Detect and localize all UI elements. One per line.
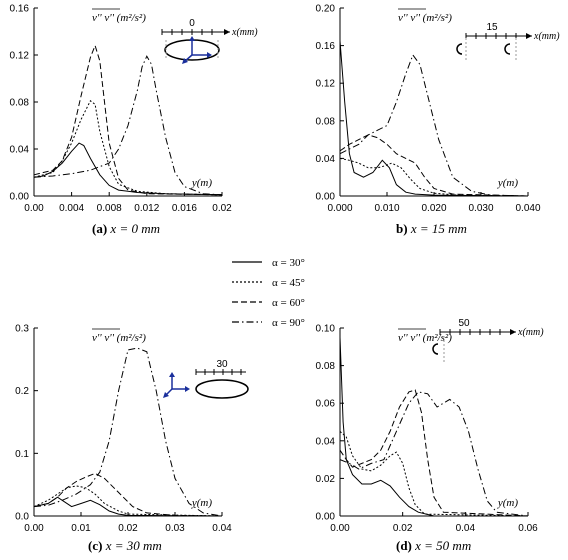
y-tick-label: 0.00 [316, 192, 336, 203]
chart-panel-c: 0.00 0.01 0.02 0.03 0.04 0.0 0.1 0.2 0.3 v'' v'' … [15, 324, 249, 553]
y-tick-label: 0.08 [316, 116, 336, 127]
y-tick-label: 0.0 [15, 512, 29, 523]
x-axis-label: y(m) [497, 177, 518, 189]
y-tick-label: 0.12 [316, 79, 336, 90]
y-axis-label: v'' v'' (m²/s²) [92, 12, 146, 24]
x-tick-label: 0.02 [212, 203, 232, 214]
legend-label: α = 60° [272, 297, 305, 309]
y-axis-label: v'' v'' (m²/s²) [398, 12, 452, 24]
series-line-dash [33, 472, 223, 517]
series-line-dot [33, 485, 223, 517]
y-axis-label: v'' v'' (m²/s²) [398, 332, 452, 344]
x-tick-label: 0.012 [134, 203, 159, 214]
chart-panel-a: 0.00 0.004 0.008 0.012 0.016 0.02 0.00 0.04 0.08… [10, 4, 259, 237]
series-line-dash [339, 389, 529, 517]
y-tick-label: 0.02 [316, 474, 336, 485]
inset-schematic: 50 x(mm) [432, 318, 544, 362]
x-tick-label: 0.004 [59, 203, 84, 214]
y-tick-label: 0.08 [316, 361, 336, 372]
y-tick-label: 0.00 [10, 192, 30, 203]
y-tick-label: 0.08 [10, 98, 30, 109]
x-tick-label: 0.04 [212, 523, 232, 534]
x-tick-label: 0.010 [374, 203, 399, 214]
x-tick-label: 0.03 [165, 523, 185, 534]
x-tick-label: 0.016 [172, 203, 197, 214]
svg-text:x(mm): x(mm) [517, 327, 544, 338]
y-tick-label: 0.04 [316, 436, 336, 447]
y-tick-label: 0.04 [316, 154, 336, 165]
legend: α = 30° α = 45° α = 60° α = 90° [232, 257, 305, 329]
x-axis-label: y(m) [497, 497, 518, 509]
y-tick-label: 0.20 [316, 4, 336, 15]
series-line-dashdot [339, 53, 529, 197]
series-line-solid [33, 142, 223, 196]
panel-caption: (a) x = 0 mm [92, 221, 160, 236]
x-tick-label: 0.02 [393, 523, 413, 534]
y-tick-label: 0.2 [15, 386, 29, 397]
y-tick-label: 0.06 [316, 399, 336, 410]
series-line-dash [339, 134, 529, 197]
chart-panel-b: 0.000 0.010 0.020 0.030 0.040 0.00 0.04 0.08 0.1… [316, 4, 561, 237]
series-line-dashdot [33, 55, 223, 196]
legend-label: α = 30° [272, 257, 305, 269]
y-tick-label: 0.10 [316, 324, 336, 335]
x-tick-label: 0.040 [515, 203, 540, 214]
panel-caption: (d) x = 50 mm [396, 538, 471, 553]
svg-text:0: 0 [189, 18, 195, 29]
x-axis-label: y(m) [191, 177, 212, 189]
svg-text:x(mm): x(mm) [533, 31, 560, 42]
y-tick-label: 0.16 [316, 41, 336, 52]
svg-text:15: 15 [486, 22, 498, 33]
x-tick-label: 0.030 [468, 203, 493, 214]
series-line-dashdot [339, 391, 529, 517]
x-tick-label: 0.000 [327, 203, 352, 214]
series-line-dashdot [33, 347, 223, 517]
x-axis-label: y(m) [191, 497, 212, 509]
svg-text:50: 50 [458, 318, 470, 329]
y-tick-label: 0.12 [10, 51, 30, 62]
panel-caption: (c) x = 30 mm [88, 538, 162, 553]
series-line-solid [339, 337, 528, 517]
inset-schematic: 30 [163, 359, 249, 399]
panel-caption: b) x = 15 mm [396, 221, 467, 236]
y-tick-label: 0.16 [10, 4, 30, 15]
inset-schematic: 15 x(mm) [456, 22, 560, 62]
series-line-dot [339, 431, 529, 517]
x-tick-label: 0.008 [97, 203, 122, 214]
series-line-dash [33, 44, 223, 196]
x-tick-label: 0.00 [330, 523, 350, 534]
y-tick-label: 0.04 [10, 145, 30, 156]
y-tick-label: 0.00 [316, 512, 336, 523]
svg-text:x(mm): x(mm) [231, 27, 258, 38]
legend-label: α = 45° [272, 277, 305, 289]
inset-schematic: 0 x(mm) [161, 18, 258, 64]
series-line-solid [339, 40, 529, 197]
x-tick-label: 0.01 [71, 523, 91, 534]
y-tick-label: 0.1 [15, 449, 29, 460]
x-tick-label: 0.00 [24, 523, 44, 534]
y-axis-label: v'' v'' (m²/s²) [92, 332, 146, 344]
x-tick-label: 0.020 [421, 203, 446, 214]
x-tick-label: 0.06 [518, 523, 538, 534]
x-tick-label: 0.00 [24, 203, 44, 214]
legend-label: α = 90° [272, 317, 305, 329]
chart-panel-d: 0.00 0.02 0.04 0.06 0.00 0.02 0.04 0.06 0.08 0.10… [316, 318, 545, 553]
x-tick-label: 0.04 [456, 523, 476, 534]
x-tick-label: 0.02 [118, 523, 138, 534]
y-tick-label: 0.3 [15, 324, 29, 335]
svg-text:30: 30 [216, 359, 228, 370]
